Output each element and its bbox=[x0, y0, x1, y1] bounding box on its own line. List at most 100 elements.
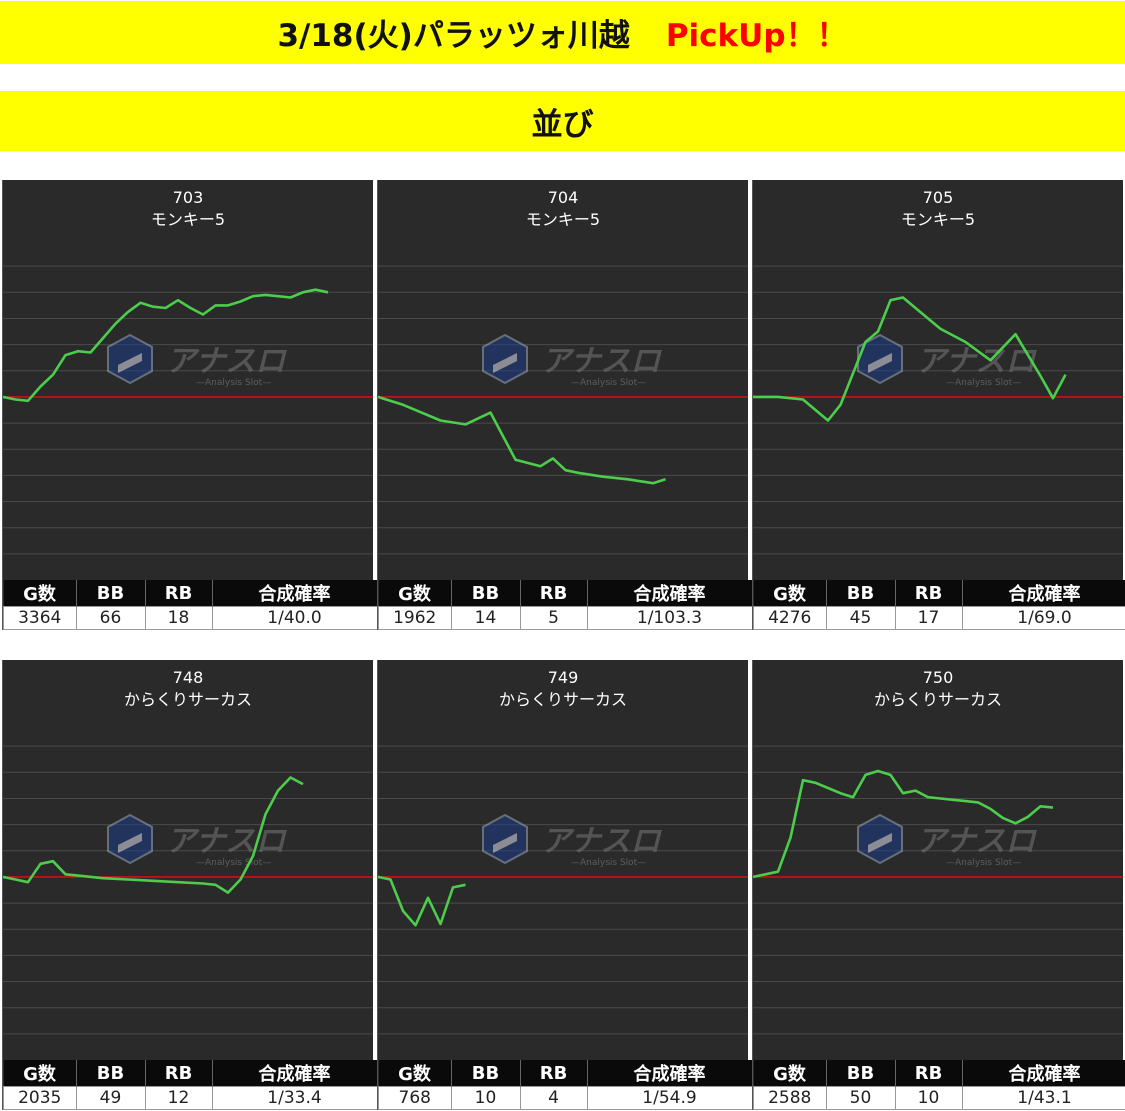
logo-stripe bbox=[868, 353, 892, 373]
table-cell-bb: 14 bbox=[450, 606, 521, 630]
table-cell-games: 3364 bbox=[3, 606, 77, 630]
table-cell-rate: 1/103.3 bbox=[586, 606, 753, 630]
logo-stripe bbox=[868, 833, 892, 853]
table-header: BB bbox=[76, 580, 146, 607]
table-header: 合成確率 bbox=[587, 1060, 753, 1087]
table-cell-rb: 10 bbox=[894, 1086, 963, 1110]
table-header: G数 bbox=[3, 1060, 77, 1087]
line-chart: アナスロ—Analysis Slot— bbox=[3, 265, 373, 555]
page-title: 3/18(火)パラッツォ川越 bbox=[277, 18, 630, 54]
stats-table: G数 BB RB 合成確率 4276 45 17 1/69.0 bbox=[753, 580, 1125, 630]
table-cell-rb: 12 bbox=[144, 1086, 213, 1110]
watermark: アナスロ—Analysis Slot— bbox=[857, 813, 1037, 868]
machine-chart-card: アナスロ —Analysis Slot— 748 からくりサーカス G数 BB RB 合成確率… bbox=[2, 660, 378, 1110]
table-header: 合成確率 bbox=[212, 1060, 378, 1087]
table-cell-games: 2035 bbox=[3, 1086, 77, 1110]
title-banner: 3/18(火)パラッツォ川越 PickUp！！ bbox=[0, 1, 1125, 64]
line-chart: アナスロ—Analysis Slot— bbox=[378, 745, 748, 1035]
stats-table: G数 BB RB 合成確率 1962 14 5 1/103.3 bbox=[378, 580, 753, 630]
table-cell-rate: 1/69.0 bbox=[961, 606, 1125, 630]
chart-header: 704 モンキー5 bbox=[378, 180, 748, 240]
table-cell-rate: 1/54.9 bbox=[586, 1086, 753, 1110]
table-cell-rb: 5 bbox=[519, 606, 588, 630]
line-chart: アナスロ—Analysis Slot— bbox=[3, 745, 373, 1035]
table-cell-bb: 66 bbox=[75, 606, 146, 630]
table-header: G数 bbox=[753, 580, 827, 607]
section-banner: 並び bbox=[0, 91, 1125, 151]
table-header: 合成確率 bbox=[587, 580, 753, 607]
pickup-label: PickUp！！ bbox=[665, 18, 848, 54]
table-cell-bb: 49 bbox=[75, 1086, 146, 1110]
line-chart: アナスロ—Analysis Slot— bbox=[753, 265, 1123, 555]
watermark: アナスロ—Analysis Slot— bbox=[107, 813, 287, 868]
logo-stripe bbox=[118, 353, 142, 373]
logo-stripe bbox=[118, 833, 142, 853]
machine-chart-card: アナスロ —Analysis Slot— 703 モンキー5 G数 BB RB 合成確率 336… bbox=[2, 180, 378, 630]
machine-name: からくりサーカス bbox=[873, 690, 1002, 709]
watermark: アナスロ—Analysis Slot— bbox=[107, 333, 287, 388]
table-cell-rb: 4 bbox=[519, 1086, 588, 1110]
line-chart: アナスロ—Analysis Slot— bbox=[378, 265, 748, 555]
series-line bbox=[3, 776, 304, 894]
stats-table: G数 BB RB 合成確率 768 10 4 1/54.9 bbox=[378, 1060, 753, 1110]
series-line bbox=[378, 875, 466, 927]
watermark-subtext: —Analysis Slot— bbox=[946, 378, 1021, 388]
table-header: G数 bbox=[753, 1060, 827, 1087]
table-cell-rb: 17 bbox=[894, 606, 963, 630]
table-cell-bb: 50 bbox=[825, 1086, 896, 1110]
table-header: G数 bbox=[378, 1060, 452, 1087]
machine-chart-card: アナスロ —Analysis Slot— 704 モンキー5 G数 BB RB 合成確率 196… bbox=[377, 180, 753, 630]
table-cell-bb: 10 bbox=[450, 1086, 521, 1110]
table-header: BB bbox=[76, 1060, 146, 1087]
machine-chart-card: アナスロ —Analysis Slot— 750 からくりサーカス G数 BB RB 合成確率… bbox=[752, 660, 1125, 1110]
watermark-subtext: —Analysis Slot— bbox=[946, 858, 1021, 868]
watermark: アナスロ—Analysis Slot— bbox=[857, 333, 1037, 388]
table-header: RB bbox=[520, 1060, 588, 1087]
machine-name: モンキー5 bbox=[525, 210, 601, 229]
machine-chart-card: アナスロ —Analysis Slot— 705 モンキー5 G数 BB RB 合成確率 427… bbox=[752, 180, 1125, 630]
table-cell-bb: 45 bbox=[825, 606, 896, 630]
table-header: RB bbox=[145, 1060, 213, 1087]
table-cell-rate: 1/33.4 bbox=[211, 1086, 378, 1110]
machine-number: 703 bbox=[172, 188, 204, 207]
machine-number: 750 bbox=[922, 668, 954, 687]
table-header: RB bbox=[145, 580, 213, 607]
section-title: 並び bbox=[531, 106, 594, 143]
machine-name: からくりサーカス bbox=[498, 690, 627, 709]
machine-number: 749 bbox=[547, 668, 579, 687]
chart-header: 703 モンキー5 bbox=[3, 180, 373, 240]
series-line bbox=[378, 395, 666, 485]
table-cell-rate: 1/40.0 bbox=[211, 606, 378, 630]
table-header: BB bbox=[826, 1060, 896, 1087]
watermark-subtext: —Analysis Slot— bbox=[196, 858, 271, 868]
logo-stripe bbox=[493, 353, 517, 373]
table-cell-rate: 1/43.1 bbox=[961, 1086, 1125, 1110]
watermark-text: アナスロ bbox=[541, 824, 662, 859]
table-header: 合成確率 bbox=[962, 1060, 1125, 1087]
table-cell-rb: 18 bbox=[144, 606, 213, 630]
machine-number: 704 bbox=[547, 188, 579, 207]
machine-name: からくりサーカス bbox=[123, 690, 252, 709]
machine-name: モンキー5 bbox=[900, 210, 976, 229]
table-cell-games: 1962 bbox=[378, 606, 452, 630]
machine-number: 748 bbox=[172, 668, 204, 687]
table-cell-games: 768 bbox=[378, 1086, 452, 1110]
machine-number: 705 bbox=[922, 188, 954, 207]
chart-header: 749 からくりサーカス bbox=[378, 660, 748, 720]
chart-header: 750 からくりサーカス bbox=[753, 660, 1123, 720]
machine-name: モンキー5 bbox=[150, 210, 226, 229]
table-cell-games: 2588 bbox=[753, 1086, 827, 1110]
table-header: BB bbox=[451, 1060, 521, 1087]
chart-header: 705 モンキー5 bbox=[753, 180, 1123, 240]
table-header: G数 bbox=[378, 580, 452, 607]
watermark-subtext: —Analysis Slot— bbox=[196, 378, 271, 388]
table-header: G数 bbox=[3, 580, 77, 607]
table-header: RB bbox=[895, 580, 963, 607]
watermark-subtext: —Analysis Slot— bbox=[571, 858, 646, 868]
table-header: BB bbox=[826, 580, 896, 607]
table-header: BB bbox=[451, 580, 521, 607]
table-header: RB bbox=[520, 580, 588, 607]
stats-table: G数 BB RB 合成確率 2588 50 10 1/43.1 bbox=[753, 1060, 1125, 1110]
machine-chart-card: アナスロ —Analysis Slot— 749 からくりサーカス G数 BB RB 合成確率… bbox=[377, 660, 753, 1110]
watermark-text: アナスロ bbox=[166, 344, 287, 379]
